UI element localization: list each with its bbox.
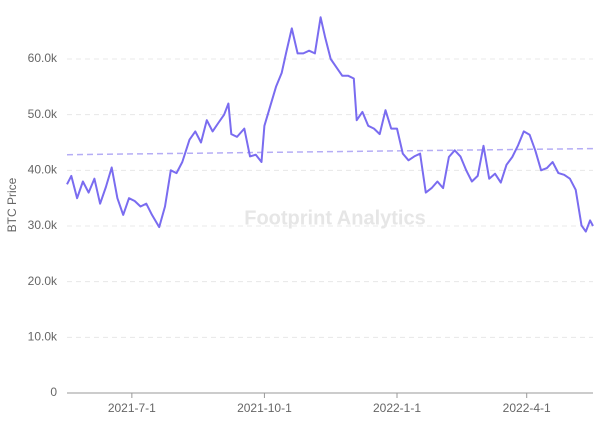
watermark: Footprint Analytics: [244, 207, 425, 229]
x-tick-label: 2021-7-1: [108, 401, 156, 415]
y-tick-label: 60.0k: [28, 51, 58, 65]
price-line: [66, 16, 594, 233]
x-tick-label: 2022-4-1: [503, 401, 551, 415]
y-tick-label: 30.0k: [28, 218, 58, 232]
x-tick-label: 2022-1-1: [373, 401, 421, 415]
x-tick-label: 2021-10-1: [237, 401, 292, 415]
y-tick-label: 40.0k: [28, 163, 58, 177]
y-tick-label: 0: [50, 385, 57, 399]
trend-line: [66, 147, 594, 156]
y-tick-label: 10.0k: [28, 330, 58, 344]
y-tick-label: 50.0k: [28, 107, 58, 121]
y-axis-title: BTC Price: [5, 177, 19, 232]
y-tick-label: 20.0k: [28, 274, 58, 288]
